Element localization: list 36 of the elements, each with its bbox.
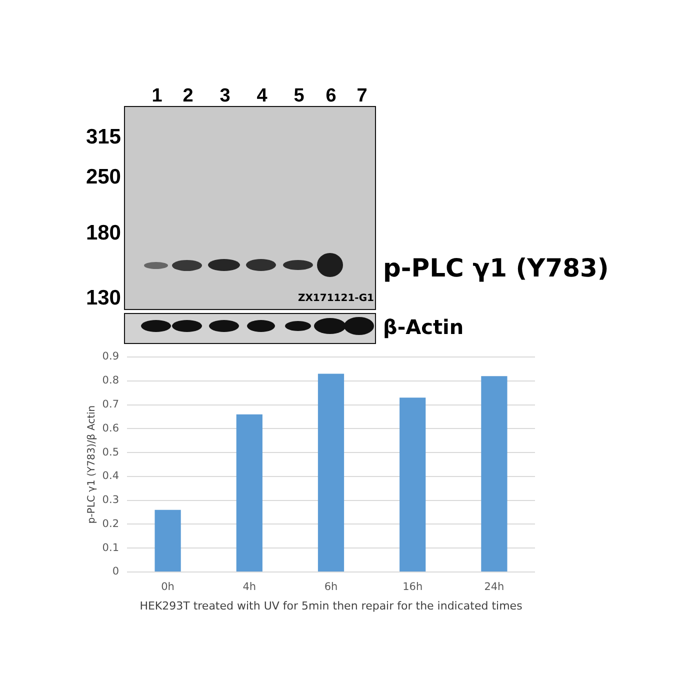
y-tick-label: 0.5 — [102, 446, 119, 458]
text: 315 — [86, 126, 121, 148]
text: 7 — [356, 86, 368, 106]
bar — [236, 414, 262, 572]
bar — [400, 398, 426, 572]
x-tick-label: 24h — [484, 581, 504, 594]
x-tick-label: 16h — [402, 581, 423, 594]
text: 2 — [182, 86, 194, 106]
y-tick-label: 0.4 — [102, 470, 120, 482]
text: 130 — [86, 286, 121, 310]
x-tick-label: 6h — [324, 581, 338, 594]
text: β-Actin — [383, 315, 464, 339]
bar — [318, 374, 344, 572]
y-tick-label: 0.7 — [102, 398, 119, 411]
y-axis-title: p-PLC γ1 (Y783)/β Actin — [86, 405, 98, 524]
y-tick-label: 0.1 — [102, 542, 119, 554]
x-axis-title: HEK293T treated with UV for 5min then repair for the indicated times — [140, 599, 523, 612]
y-tick-label: 0 — [112, 566, 119, 578]
text: ZX171121-G1 — [298, 293, 374, 304]
text: 250 — [86, 166, 121, 188]
text: p-PLC γ1 (Y783) — [383, 254, 609, 282]
y-tick-label: 0.8 — [102, 374, 119, 387]
y-tick-label: 0.2 — [102, 518, 119, 530]
text: 180 — [86, 222, 121, 244]
bar — [481, 376, 508, 572]
text: 4 — [256, 86, 268, 106]
y-tick-label: 0.9 — [102, 350, 119, 363]
y-tick-label: 0.3 — [102, 494, 119, 506]
y-tick-label: 0.6 — [102, 422, 120, 434]
text: 1 — [152, 86, 162, 106]
text: 5 — [294, 86, 304, 106]
text: 6 — [326, 86, 336, 106]
x-tick-label: 0h — [161, 581, 174, 594]
bar — [154, 510, 181, 572]
x-tick-label: 4h — [242, 581, 256, 594]
text: 3 — [220, 86, 230, 106]
